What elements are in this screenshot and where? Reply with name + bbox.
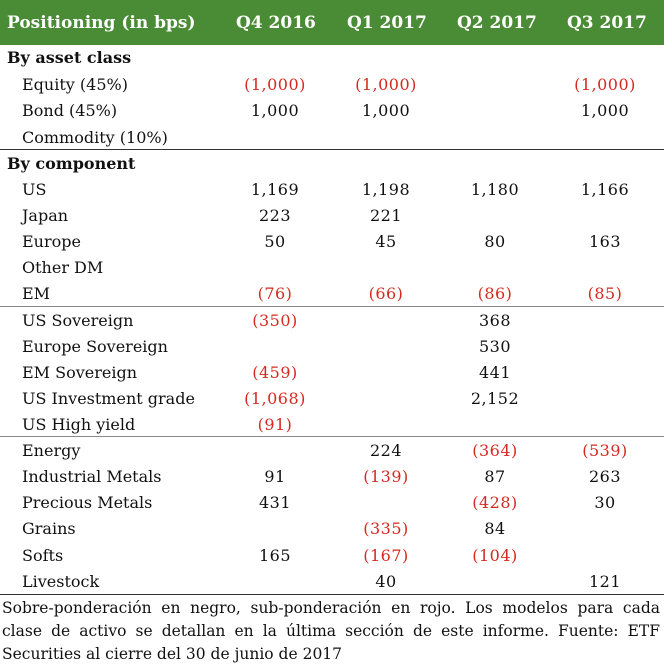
cell-value: (167): [363, 546, 409, 565]
table-row: Energy 224 (364) (539): [0, 438, 664, 464]
cell-value: 263: [588, 467, 622, 486]
table-row: Livestock 40 121: [0, 569, 664, 595]
cell-value: 91: [264, 467, 286, 486]
cell-value: 1,169: [250, 180, 300, 199]
table-row: Europe 50 45 80 163: [0, 229, 664, 255]
cell-value: (459): [252, 363, 298, 382]
row-label: US Investment grade: [22, 389, 195, 408]
table-row: Industrial Metals 91 (139) 87 263: [0, 464, 664, 490]
table-row: US Investment grade (1,068) 2,152: [0, 386, 664, 412]
cell-value: 165: [258, 546, 292, 565]
cell-value: 50: [264, 232, 286, 251]
table-row: Bond (45%) 1,000 1,000 1,000: [0, 98, 664, 124]
divider: [0, 436, 664, 437]
section-header: By component: [0, 151, 664, 177]
header-col-q3-2017: Q3 2017: [567, 13, 647, 33]
cell-value: (335): [363, 519, 409, 538]
table-row: Commodity (10%): [0, 125, 664, 151]
cell-value: (428): [472, 493, 518, 512]
row-label: Japan: [22, 206, 69, 225]
table-row: EM (76) (66) (86) (85): [0, 281, 664, 307]
row-label: Energy: [22, 441, 81, 460]
cell-value: 121: [588, 572, 622, 591]
cell-value: (91): [257, 415, 293, 434]
row-label: EM: [22, 284, 51, 303]
cell-value: 368: [478, 311, 512, 330]
cell-value: (139): [363, 467, 409, 486]
cell-value: 163: [588, 232, 622, 251]
cell-value: 431: [258, 493, 292, 512]
cell-value: 223: [258, 206, 292, 225]
cell-value: 224: [369, 441, 403, 460]
row-label: EM Sovereign: [22, 363, 138, 382]
row-label: Precious Metals: [22, 493, 153, 512]
header-title: Positioning (in bps): [7, 13, 196, 33]
section-header: By asset class: [0, 45, 664, 71]
cell-value: 1,198: [361, 180, 411, 199]
table-row: Precious Metals 431 (428) 30: [0, 490, 664, 516]
cell-value: (350): [252, 311, 298, 330]
cell-value: (86): [477, 284, 513, 303]
divider: [0, 594, 664, 595]
table-row: US High yield (91): [0, 412, 664, 438]
cell-value: (364): [472, 441, 518, 460]
header-col-q4-2016: Q4 2016: [236, 13, 316, 33]
divider: [0, 149, 664, 150]
cell-value: (76): [257, 284, 293, 303]
cell-value: (1,000): [355, 75, 417, 94]
header-col-q1-2017: Q1 2017: [347, 13, 427, 33]
row-label: Europe: [22, 232, 81, 251]
cell-value: (539): [582, 441, 628, 460]
cell-value: 221: [369, 206, 403, 225]
cell-value: (1,068): [244, 389, 306, 408]
row-label: Commodity (10%): [22, 128, 168, 147]
row-label: Industrial Metals: [22, 467, 162, 486]
table-row: Equity (45%) (1,000) (1,000) (1,000): [0, 72, 664, 98]
row-label: Grains: [22, 519, 76, 538]
table-row: US Sovereign (350) 368: [0, 308, 664, 334]
cell-value: (66): [368, 284, 404, 303]
table-row: Other DM: [0, 255, 664, 281]
section-title: By component: [7, 154, 136, 173]
divider: [0, 306, 664, 307]
cell-value: 40: [375, 572, 397, 591]
row-label: Europe Sovereign: [22, 337, 168, 356]
table-row: Europe Sovereign 530: [0, 334, 664, 360]
row-label: Softs: [22, 546, 64, 565]
table-row: Grains (335) 84: [0, 516, 664, 542]
cell-value: (104): [472, 546, 518, 565]
footnote: Sobre-ponderación en negro, sub-ponderac…: [2, 599, 660, 663]
header-col-q2-2017: Q2 2017: [457, 13, 537, 33]
row-label: US Sovereign: [22, 311, 134, 330]
cell-value: 1,000: [250, 101, 300, 120]
cell-value: 45: [375, 232, 397, 251]
table-row: Softs 165 (167) (104): [0, 543, 664, 569]
cell-value: 1,180: [470, 180, 520, 199]
cell-value: (1,000): [244, 75, 306, 94]
table-row: US 1,169 1,198 1,180 1,166: [0, 177, 664, 203]
table-header: Positioning (in bps) Q4 2016 Q1 2017 Q2 …: [0, 0, 664, 45]
row-label: Bond (45%): [22, 101, 118, 120]
cell-value: 87: [484, 467, 506, 486]
cell-value: 2,152: [470, 389, 520, 408]
cell-value: 1,000: [361, 101, 411, 120]
section-title: By asset class: [7, 48, 132, 67]
row-label: Livestock: [22, 572, 100, 591]
cell-value: 80: [484, 232, 506, 251]
cell-value: 1,000: [580, 101, 630, 120]
cell-value: 530: [478, 337, 512, 356]
row-label: Other DM: [22, 258, 104, 277]
cell-value: 1,166: [580, 180, 630, 199]
cell-value: 30: [594, 493, 616, 512]
row-label: US: [22, 180, 47, 199]
table-row: EM Sovereign (459) 441: [0, 360, 664, 386]
row-label: Equity (45%): [22, 75, 128, 94]
cell-value: (1,000): [574, 75, 636, 94]
cell-value: 441: [478, 363, 512, 382]
cell-value: 84: [484, 519, 506, 538]
row-label: US High yield: [22, 415, 136, 434]
table-row: Japan 223 221: [0, 203, 664, 229]
cell-value: (85): [587, 284, 623, 303]
